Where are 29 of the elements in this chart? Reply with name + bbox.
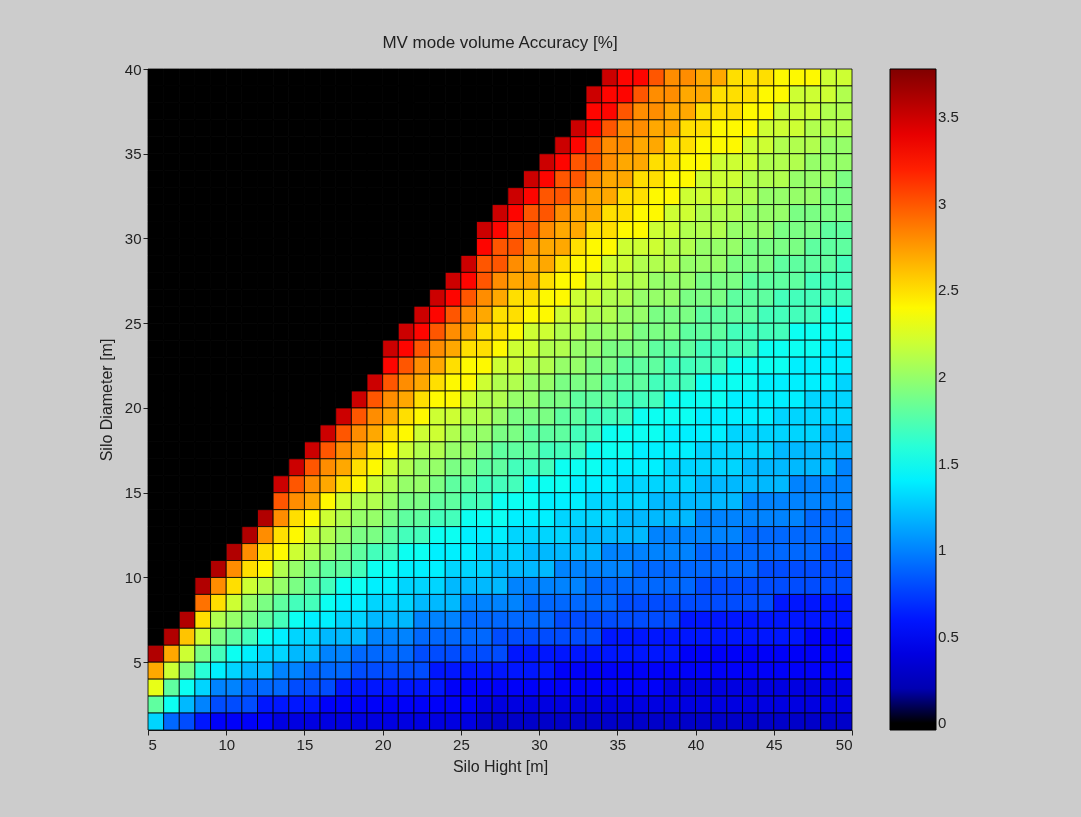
x-tick-label: 35	[609, 735, 627, 753]
x-axis-title: Silo Hight [m]	[452, 757, 549, 775]
color-bar-label: 1	[938, 541, 947, 559]
color-bar-label: 0	[938, 714, 947, 732]
color-bar-label: 3.5	[938, 108, 959, 126]
x-tick-label: 10	[218, 735, 236, 753]
y-tick-label: 10	[124, 568, 142, 586]
y-tick-label: 40	[124, 60, 142, 78]
x-tick-label: 50	[835, 735, 853, 753]
color-bar-label: 2.5	[938, 281, 959, 299]
color-bar-label: 2	[938, 368, 947, 386]
x-tick-label: 30	[531, 735, 548, 753]
x-tick-label: 25	[453, 735, 470, 753]
y-tick-label: 25	[124, 314, 142, 332]
y-tick-label: 30	[124, 229, 142, 247]
chart-title: MV mode volume Accuracy [%]	[382, 33, 618, 52]
x-tick-label: 15	[296, 735, 314, 753]
x-tick-label: 20	[374, 735, 392, 753]
color-bar-label: 1.5	[938, 454, 959, 472]
color-bar-label: 0.5	[938, 627, 959, 645]
y-axis-title: Silo Diameter [m]	[97, 338, 115, 462]
x-tick-label: 40	[687, 735, 705, 753]
y-tick-label: 15	[124, 484, 142, 502]
color-bar-label: 3	[938, 194, 947, 212]
y-tick-label: 20	[124, 399, 142, 417]
x-tick-label: 5	[148, 735, 157, 753]
x-tick-label: 45	[765, 735, 783, 753]
y-tick-label: 5	[133, 653, 142, 671]
y-tick-label: 35	[124, 145, 142, 163]
